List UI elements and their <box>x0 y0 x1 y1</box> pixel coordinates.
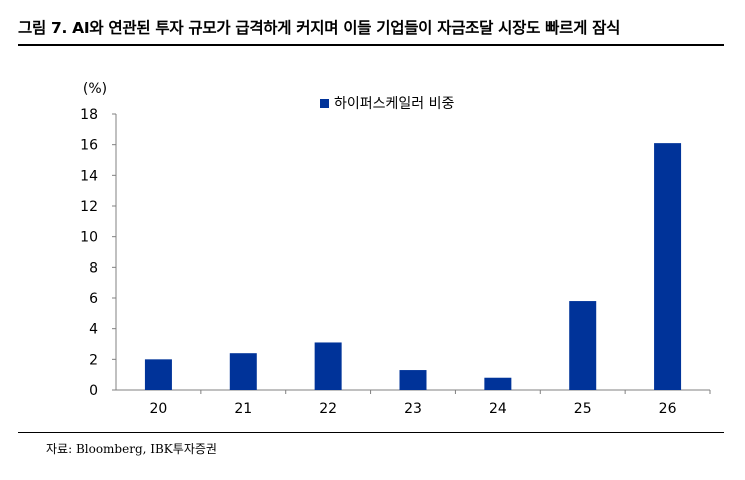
y-tick-label: 16 <box>80 138 98 154</box>
y-tick-label: 0 <box>89 383 98 399</box>
bar-24 <box>484 377 512 390</box>
figure-title: 그림 7. AI와 연관된 투자 규모가 급격하게 커지며 이들 기업들이 자금… <box>18 19 621 37</box>
x-tick-label: 24 <box>489 401 507 417</box>
bar-23 <box>399 370 427 390</box>
y-tick-label: 6 <box>89 291 98 307</box>
bar-26 <box>654 143 682 390</box>
x-tick-label: 23 <box>404 401 422 417</box>
chart-legend: 하이퍼스케일러 비중 <box>320 96 454 112</box>
source-note: 자료: Bloomberg, IBK투자증권 <box>46 442 217 456</box>
bar-22 <box>314 342 342 390</box>
legend-label: 하이퍼스케일러 비중 <box>334 96 454 112</box>
bar-25 <box>569 301 597 390</box>
y-tick-label: 18 <box>80 107 98 123</box>
y-tick-label: 4 <box>89 322 98 338</box>
y-tick-label: 10 <box>80 230 98 246</box>
x-tick-label: 21 <box>234 401 252 417</box>
bar-20 <box>144 359 172 390</box>
y-axis-label: (%) <box>83 81 107 97</box>
x-tick-label: 26 <box>659 401 677 417</box>
x-tick-label: 20 <box>150 401 168 417</box>
y-tick-label: 14 <box>80 168 98 184</box>
legend-swatch <box>320 99 329 108</box>
x-tick-label: 25 <box>574 401 592 417</box>
y-tick-label: 8 <box>89 260 98 276</box>
title-rule <box>18 44 724 46</box>
bar-21 <box>229 353 257 390</box>
y-tick-label: 12 <box>80 199 98 215</box>
y-tick-label: 2 <box>89 352 98 368</box>
source-rule <box>18 432 724 433</box>
x-tick-label: 22 <box>319 401 337 417</box>
chart-bars <box>144 143 682 390</box>
